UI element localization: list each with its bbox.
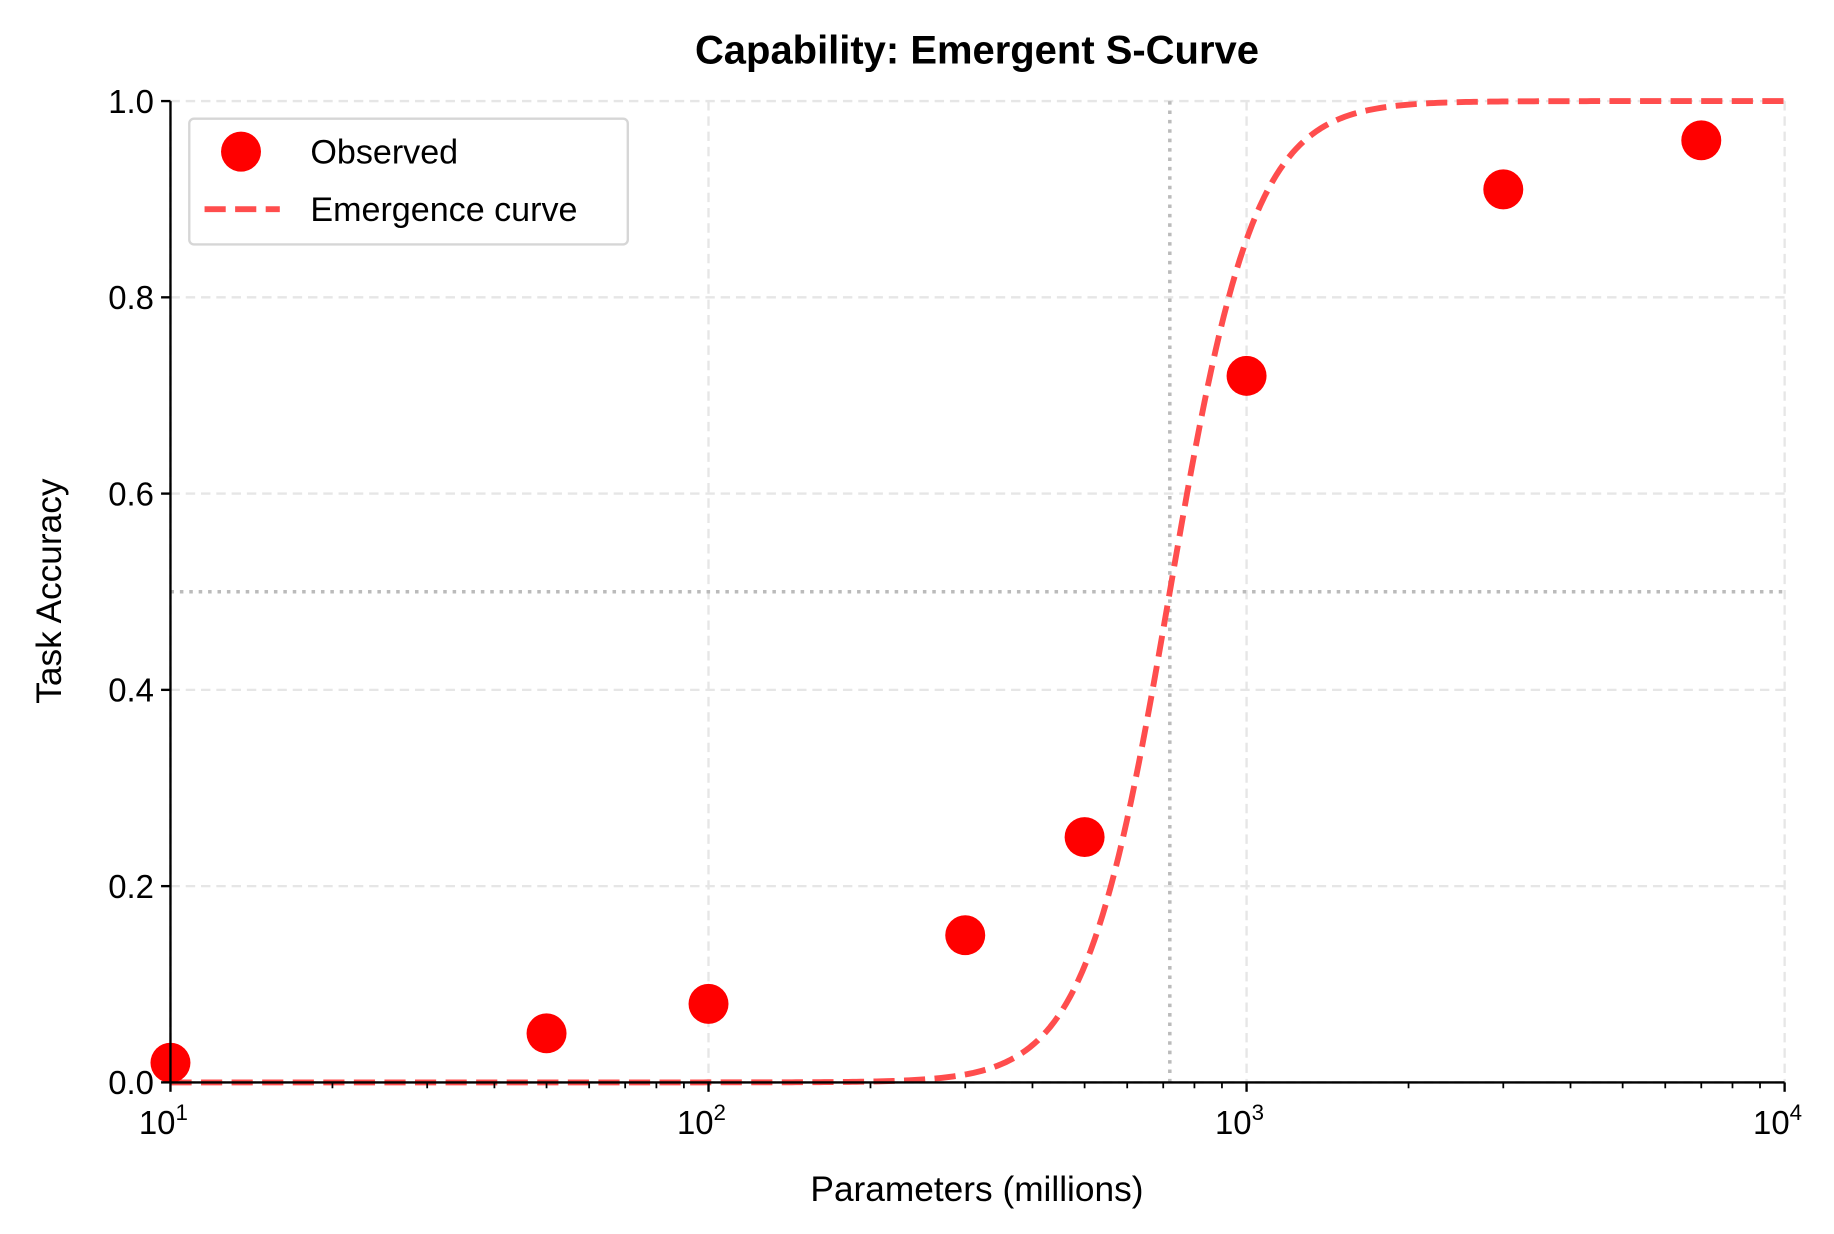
- emergence-curve: [170, 98, 1785, 1086]
- legend-marker-observed: [221, 131, 261, 172]
- observed-point: [945, 915, 986, 956]
- observed-point: [1681, 120, 1722, 161]
- emergence-curve-line: [170, 98, 1785, 1086]
- observed-points: [150, 120, 1722, 1083]
- ticks: 101 102 103 104 0.0 0.2 0.4 0.6 0.8 1.0: [108, 83, 1802, 1141]
- y-tick-label: 0.6: [108, 475, 154, 512]
- observed-point: [1064, 817, 1105, 858]
- x-tick-label: 104: [1753, 1100, 1802, 1141]
- x-tick-label: 101: [139, 1100, 188, 1141]
- legend-label-curve: Emergence curve: [310, 191, 577, 229]
- y-tick-label: 1.0: [108, 83, 154, 120]
- observed-point: [688, 983, 729, 1024]
- axes: [169, 101, 1785, 1084]
- x-axis-label: Parameters (millions): [810, 1170, 1143, 1209]
- chart-title: Capability: Emergent S-Curve: [695, 28, 1259, 72]
- x-tick-label: 102: [677, 1100, 726, 1141]
- legend-box: [188, 117, 629, 246]
- y-tick-label: 0.4: [108, 672, 154, 709]
- x-tick-label: 103: [1215, 1100, 1264, 1141]
- observed-point: [1226, 355, 1267, 396]
- legend: Observed Emergence curve: [188, 117, 629, 246]
- y-tick-label: 0.8: [108, 279, 154, 316]
- observed-point: [1483, 169, 1524, 210]
- y-tick-label: 0.0: [108, 1064, 154, 1101]
- legend-label-observed: Observed: [310, 133, 458, 171]
- observed-point: [526, 1013, 567, 1054]
- y-tick-label: 0.2: [108, 868, 154, 905]
- y-axis-label: Task Accuracy: [30, 478, 69, 704]
